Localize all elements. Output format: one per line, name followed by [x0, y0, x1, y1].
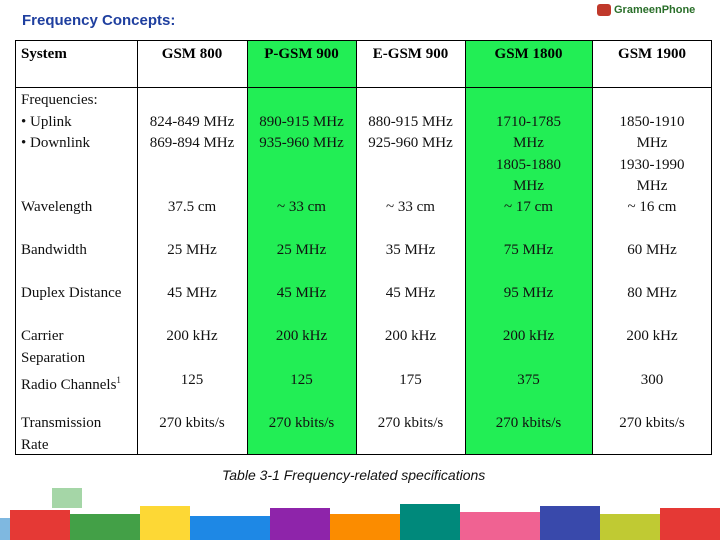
cell-text: 95 MHz — [503, 285, 554, 301]
cell-text: 925-960 MHz — [368, 135, 453, 152]
footnote-mark: 1 — [116, 375, 121, 385]
cell-text: 890-915 MHz — [259, 113, 344, 130]
column-rule — [137, 40, 138, 455]
cell-text: 824-849 MHz — [149, 113, 235, 130]
cell-text: 37.5 cm — [167, 199, 217, 215]
table — [15, 40, 712, 455]
cell-text: 270 kbits/s — [377, 415, 444, 431]
row-label: Separation — [21, 349, 86, 366]
cell-text: 1710-1785 — [496, 113, 561, 130]
cell-text: 270 kbits/s — [619, 415, 685, 431]
cell-text: MHz — [513, 135, 544, 152]
cell-text: 200 kHz — [166, 328, 218, 344]
cell-text: 45 MHz — [385, 285, 436, 301]
cell-text: 60 MHz — [627, 242, 677, 258]
cell-text: 45 MHz — [276, 285, 327, 301]
row-label: Bandwidth — [21, 242, 87, 258]
cell-text: 1805-1880 — [496, 156, 561, 173]
cell-text: 125 — [180, 372, 204, 388]
column-rule — [247, 40, 248, 455]
cell-text: 175 — [399, 372, 422, 388]
cell-text: MHz — [636, 135, 668, 152]
slide-title: Frequency Concepts: — [22, 12, 176, 29]
decorative-strip — [0, 488, 720, 540]
cell-text: MHz — [636, 178, 668, 195]
cell-text: 375 — [517, 372, 540, 388]
cell-text: MHz — [513, 178, 544, 195]
column-header: P-GSM 900 — [264, 46, 339, 62]
logo: GrameenPhone — [614, 4, 696, 16]
cell-text: 35 MHz — [385, 242, 436, 258]
row-label: • Downlink — [21, 135, 91, 152]
cell-text: 270 kbits/s — [495, 415, 562, 431]
caption: Table 3-1 Frequency-related specificatio… — [222, 467, 486, 483]
column-rule — [465, 40, 466, 455]
row-label: Duplex Distance — [21, 285, 122, 301]
column-header: GSM 1800 — [494, 46, 563, 62]
cell-text: 935-960 MHz — [259, 135, 344, 152]
cell-text: 1850-1910 — [619, 113, 685, 130]
column-rule — [356, 40, 357, 455]
cell-text: 200 kHz — [502, 328, 555, 344]
cell-text: 75 MHz — [503, 242, 554, 258]
cell-text: 300 — [640, 372, 664, 388]
cell-text: 869-894 MHz — [149, 135, 235, 152]
cell-text: 270 kbits/s — [159, 415, 225, 431]
row-label: • Uplink — [21, 113, 72, 130]
cell-text: 880-915 MHz — [368, 113, 453, 130]
row-label: Rate — [21, 436, 49, 453]
cell-text: ~ 33 cm — [277, 199, 326, 215]
highlight-column — [247, 40, 356, 455]
cell-text: 200 kHz — [626, 328, 678, 344]
cell-text: ~ 33 cm — [386, 199, 435, 215]
cell-text: ~ 17 cm — [504, 199, 553, 215]
column-header: GSM 800 — [161, 46, 223, 62]
cell-text: ~ 16 cm — [627, 199, 677, 215]
column-header: System — [21, 46, 67, 62]
cell-text: 200 kHz — [384, 328, 437, 344]
cell-text: 25 MHz — [167, 242, 217, 258]
row-label: Radio Channels1 — [21, 375, 121, 393]
column-header: GSM 1900 — [618, 46, 686, 62]
cell-text: 1930-1990 — [619, 156, 685, 173]
column-rule — [592, 40, 593, 455]
column-header: E-GSM 900 — [372, 46, 449, 62]
cell-text: 125 — [290, 372, 313, 388]
row-label: Transmission — [21, 415, 102, 431]
logo-icon — [597, 4, 611, 16]
highlight-column — [465, 40, 592, 455]
cell-text: 25 MHz — [276, 242, 327, 258]
cell-text: 270 kbits/s — [268, 415, 335, 431]
row-label: Wavelength — [21, 199, 93, 215]
row-label: Frequencies: — [21, 92, 98, 108]
row-label: Carrier — [21, 328, 64, 344]
header-rule — [15, 87, 712, 88]
cell-text: 45 MHz — [167, 285, 217, 301]
cell-text: 200 kHz — [275, 328, 328, 344]
cell-text: 80 MHz — [627, 285, 677, 301]
